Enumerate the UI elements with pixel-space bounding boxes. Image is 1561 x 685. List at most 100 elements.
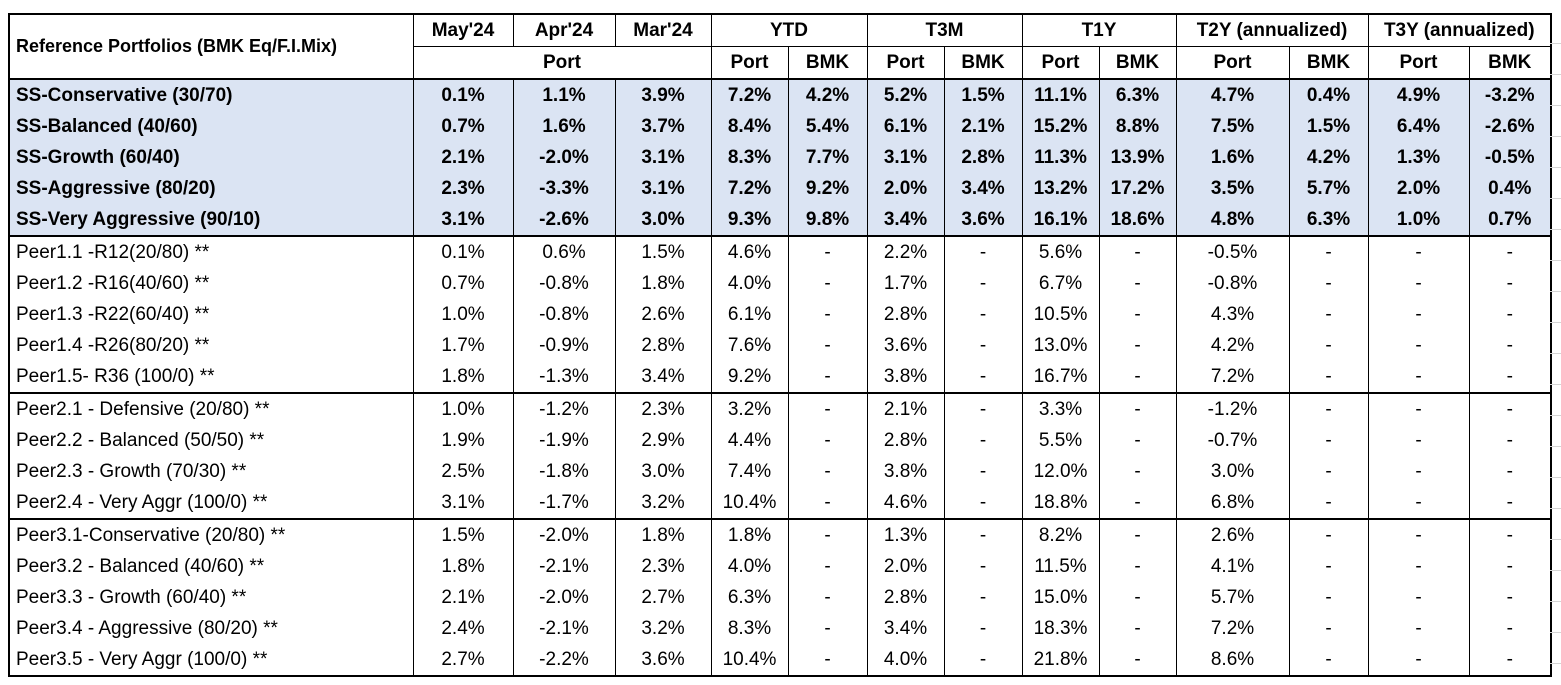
cell-portfolio-name[interactable]: Peer3.4 - Aggressive (80/20) ** <box>8 613 414 644</box>
cell-apr24[interactable]: -2.0% <box>512 518 616 551</box>
cell-ytd-port[interactable]: 10.4% <box>710 644 789 677</box>
cell-t1y-port[interactable]: 18.8% <box>1021 487 1100 520</box>
cell-portfolio-name[interactable]: Peer1.5- R36 (100/0) ** <box>8 361 414 394</box>
cell-mar24[interactable]: 3.1% <box>614 173 712 204</box>
cell-t3m-port[interactable]: 2.0% <box>866 173 945 204</box>
cell-t2y-port[interactable]: 2.6% <box>1175 518 1290 551</box>
cell-apr24[interactable]: -1.8% <box>512 456 616 487</box>
cell-ytd-bmk[interactable]: 9.8% <box>787 204 868 237</box>
cell-t1y-port[interactable]: 16.1% <box>1021 204 1100 237</box>
cell-t3m-bmk[interactable]: - <box>943 235 1023 268</box>
cell-t2y-bmk[interactable]: - <box>1288 299 1369 330</box>
cell-portfolio-name[interactable]: Peer1.1 -R12(20/80) ** <box>8 235 414 268</box>
t3m-port-header[interactable]: Port <box>866 46 945 80</box>
cell-t1y-port[interactable]: 15.2% <box>1021 111 1100 142</box>
cell-t3m-port[interactable]: 2.8% <box>866 582 945 613</box>
cell-t3y-bmk[interactable]: -2.6% <box>1468 111 1552 142</box>
cell-may24[interactable]: 1.9% <box>412 425 514 456</box>
cell-may24[interactable]: 0.1% <box>412 78 514 111</box>
cell-mar24[interactable]: 3.1% <box>614 142 712 173</box>
monthly-port-label[interactable]: Port <box>412 46 712 80</box>
cell-ytd-port[interactable]: 9.3% <box>710 204 789 237</box>
cell-portfolio-name[interactable]: Peer1.4 -R26(80/20) ** <box>8 330 414 361</box>
cell-may24[interactable]: 2.5% <box>412 456 514 487</box>
t3m-bmk-header[interactable]: BMK <box>943 46 1023 80</box>
cell-ytd-port[interactable]: 8.3% <box>710 142 789 173</box>
cell-ytd-port[interactable]: 4.4% <box>710 425 789 456</box>
cell-t3y-port[interactable]: - <box>1367 235 1470 268</box>
cell-ytd-bmk[interactable]: - <box>787 582 868 613</box>
cell-t3m-bmk[interactable]: - <box>943 299 1023 330</box>
cell-may24[interactable]: 2.7% <box>412 644 514 677</box>
cell-t2y-bmk[interactable]: 6.3% <box>1288 204 1369 237</box>
cell-mar24[interactable]: 1.8% <box>614 268 712 299</box>
group-t2y[interactable]: T2Y (annualized) <box>1175 13 1369 47</box>
cell-t2y-bmk[interactable]: - <box>1288 487 1369 520</box>
cell-t1y-bmk[interactable]: - <box>1098 644 1177 677</box>
cell-t3y-port[interactable]: - <box>1367 268 1470 299</box>
cell-may24[interactable]: 3.1% <box>412 204 514 237</box>
cell-t2y-bmk[interactable]: - <box>1288 361 1369 394</box>
cell-may24[interactable]: 1.0% <box>412 392 514 425</box>
cell-t1y-port[interactable]: 18.3% <box>1021 613 1100 644</box>
cell-t1y-bmk[interactable]: 8.8% <box>1098 111 1177 142</box>
cell-ytd-port[interactable]: 6.1% <box>710 299 789 330</box>
cell-t2y-bmk[interactable]: 1.5% <box>1288 111 1369 142</box>
cell-apr24[interactable]: -0.8% <box>512 299 616 330</box>
cell-t3m-bmk[interactable]: 1.5% <box>943 78 1023 111</box>
cell-portfolio-name[interactable]: SS-Conservative (30/70) <box>8 78 414 111</box>
cell-apr24[interactable]: -2.1% <box>512 551 616 582</box>
cell-mar24[interactable]: 3.0% <box>614 456 712 487</box>
cell-ytd-bmk[interactable]: - <box>787 644 868 677</box>
cell-portfolio-name[interactable]: Peer2.4 - Very Aggr (100/0) ** <box>8 487 414 520</box>
cell-t2y-bmk[interactable]: - <box>1288 518 1369 551</box>
cell-ytd-bmk[interactable]: - <box>787 392 868 425</box>
cell-t3y-bmk[interactable]: -0.5% <box>1468 142 1552 173</box>
cell-t3m-bmk[interactable]: - <box>943 613 1023 644</box>
cell-t2y-port[interactable]: 1.6% <box>1175 142 1290 173</box>
cell-t2y-bmk[interactable]: 5.7% <box>1288 173 1369 204</box>
cell-t3m-port[interactable]: 4.0% <box>866 644 945 677</box>
col-may24[interactable]: May'24 <box>412 13 514 47</box>
cell-may24[interactable]: 2.1% <box>412 582 514 613</box>
cell-t2y-bmk[interactable]: - <box>1288 425 1369 456</box>
cell-t3m-port[interactable]: 4.6% <box>866 487 945 520</box>
t3y-bmk-header[interactable]: BMK <box>1468 46 1552 80</box>
cell-t1y-bmk[interactable]: - <box>1098 551 1177 582</box>
cell-ytd-port[interactable]: 4.0% <box>710 551 789 582</box>
cell-t3m-bmk[interactable]: - <box>943 392 1023 425</box>
cell-apr24[interactable]: -0.8% <box>512 268 616 299</box>
cell-t1y-bmk[interactable]: - <box>1098 518 1177 551</box>
cell-t1y-bmk[interactable]: - <box>1098 613 1177 644</box>
cell-t2y-bmk[interactable]: 0.4% <box>1288 78 1369 111</box>
t2y-bmk-header[interactable]: BMK <box>1288 46 1369 80</box>
cell-t1y-bmk[interactable]: - <box>1098 425 1177 456</box>
cell-ytd-port[interactable]: 9.2% <box>710 361 789 394</box>
cell-mar24[interactable]: 1.8% <box>614 518 712 551</box>
cell-t3m-bmk[interactable]: 3.4% <box>943 173 1023 204</box>
cell-t3m-port[interactable]: 3.4% <box>866 204 945 237</box>
cell-ytd-bmk[interactable]: - <box>787 235 868 268</box>
cell-ytd-bmk[interactable]: 5.4% <box>787 111 868 142</box>
cell-t3y-bmk[interactable]: - <box>1468 268 1552 299</box>
cell-mar24[interactable]: 3.6% <box>614 644 712 677</box>
cell-t3y-bmk[interactable]: - <box>1468 361 1552 394</box>
cell-t3y-port[interactable]: - <box>1367 551 1470 582</box>
cell-apr24[interactable]: 1.6% <box>512 111 616 142</box>
cell-t1y-port[interactable]: 13.0% <box>1021 330 1100 361</box>
cell-portfolio-name[interactable]: SS-Growth (60/40) <box>8 142 414 173</box>
cell-t2y-bmk[interactable]: - <box>1288 392 1369 425</box>
cell-t3m-bmk[interactable]: 3.6% <box>943 204 1023 237</box>
cell-mar24[interactable]: 2.3% <box>614 392 712 425</box>
cell-portfolio-name[interactable]: Peer1.2 -R16(40/60) ** <box>8 268 414 299</box>
cell-t3m-port[interactable]: 2.8% <box>866 299 945 330</box>
cell-portfolio-name[interactable]: Peer1.3 -R22(60/40) ** <box>8 299 414 330</box>
cell-mar24[interactable]: 3.0% <box>614 204 712 237</box>
cell-t1y-bmk[interactable]: - <box>1098 582 1177 613</box>
cell-t1y-bmk[interactable]: - <box>1098 330 1177 361</box>
cell-may24[interactable]: 1.0% <box>412 299 514 330</box>
cell-t3y-bmk[interactable]: - <box>1468 518 1552 551</box>
cell-may24[interactable]: 2.3% <box>412 173 514 204</box>
cell-t1y-bmk[interactable]: 18.6% <box>1098 204 1177 237</box>
cell-t3y-port[interactable]: - <box>1367 456 1470 487</box>
